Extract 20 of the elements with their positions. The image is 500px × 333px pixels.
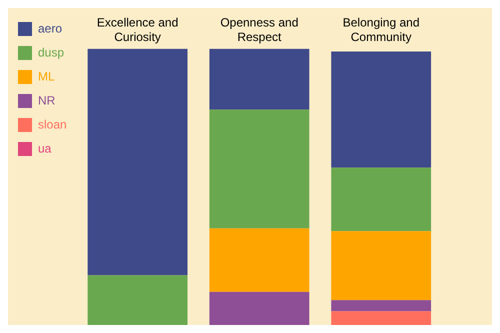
bar <box>209 228 310 292</box>
bar <box>331 300 432 312</box>
bar <box>209 292 310 325</box>
bar <box>331 168 432 232</box>
bar <box>331 52 432 168</box>
bar <box>209 110 310 228</box>
bar <box>209 48 310 110</box>
x-tick-label: Excellence and Curiosity <box>96 16 178 44</box>
bar <box>331 231 432 300</box>
x-tick-label: Openness and Respect <box>220 16 298 44</box>
bar <box>331 311 432 325</box>
legend-label: sloan <box>38 117 67 132</box>
legend-label: aero <box>38 21 62 36</box>
x-tick-label: Belonging and Community <box>342 16 420 44</box>
legend-label: dusp <box>38 45 64 60</box>
legend-label: ua <box>38 141 52 156</box>
legend-label: NR <box>38 93 56 108</box>
legend-label: ML <box>38 69 55 84</box>
bar <box>88 275 188 325</box>
bar <box>88 48 188 276</box>
